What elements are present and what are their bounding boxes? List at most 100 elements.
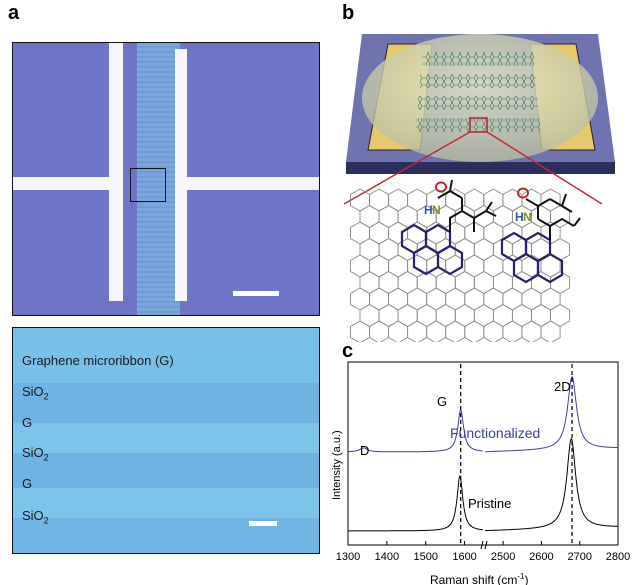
graphene-microribbon	[137, 43, 180, 315]
lattice-hexagon	[445, 287, 466, 311]
lattice-hexagon	[483, 221, 504, 245]
label-graphene-microribbon: Graphene microribbon (G)	[22, 353, 174, 368]
axis-break-mark	[484, 540, 488, 550]
x-axis-label: Raman shift (cm-1)	[430, 572, 528, 585]
axis-break-mark	[480, 540, 484, 550]
lattice-hexagon	[378, 303, 399, 328]
lattice-hexagon	[531, 270, 551, 295]
zoom-line-right	[486, 131, 603, 205]
lattice-hexagon	[483, 254, 504, 278]
plot-frame	[347, 361, 619, 546]
panel-letter-c: c	[342, 340, 354, 362]
zoom-region-box	[130, 168, 166, 202]
substrate-front	[346, 162, 615, 174]
electrode-left-horizontal	[13, 177, 123, 190]
pyrene-molecule	[500, 231, 564, 284]
lattice-hexagon	[350, 188, 370, 212]
lattice-hexagon	[388, 320, 409, 342]
lattice-hexagon	[531, 303, 551, 328]
peak-label-g: G	[437, 394, 447, 409]
zoomed-ribbons-image: Graphene microribbon (G) SiO2 G SiO2 G S…	[12, 327, 320, 554]
optical-micrograph	[12, 42, 320, 316]
raman-chart: 1300 1400 1500 1600 2500 2600 2700 2800 D G 2D …	[331, 361, 630, 585]
scale-bar	[249, 521, 277, 526]
lattice-hexagon	[388, 254, 409, 278]
label-g: G	[22, 476, 33, 491]
lattice-hexagon	[521, 320, 542, 342]
lattice-hexagon	[464, 287, 485, 311]
y-axis-label: Intensity (a.u.)	[331, 430, 343, 500]
side-chain	[525, 193, 581, 240]
lattice-hexagon	[502, 320, 523, 342]
lattice-hexagon	[416, 303, 437, 328]
lattice-hexagon	[483, 320, 504, 342]
x-tick-label: 2500	[491, 551, 515, 563]
panel-letter-b: b	[342, 2, 355, 24]
lattice-hexagon	[454, 303, 475, 328]
label-sio2: SiO2	[22, 508, 49, 526]
series-label-functionalized: Functionalized	[450, 425, 540, 441]
lattice-hexagon	[550, 303, 571, 328]
lattice-hexagon	[473, 237, 494, 262]
lattice-hexagon	[454, 270, 475, 295]
lattice-hexagon	[388, 287, 409, 311]
lattice-hexagon	[397, 270, 418, 295]
lattice-hexagon	[464, 188, 485, 212]
electrode-right-horizontal	[175, 177, 319, 190]
lattice-hexagon	[369, 287, 390, 311]
x-tick-label: 2700	[567, 551, 591, 563]
electrode-left-vertical	[109, 43, 123, 301]
graphene-strip	[422, 52, 534, 66]
series-label-pristine: Pristine	[468, 496, 511, 511]
lattice-hexagon	[511, 303, 532, 328]
scale-bar	[233, 291, 279, 296]
lattice-hexagon	[502, 188, 523, 212]
graphene-strip	[416, 118, 540, 132]
lattice-hexagon	[350, 221, 370, 245]
lattice-hexagon	[388, 221, 409, 245]
oxygen-atom	[435, 181, 447, 193]
x-tick-label: 2800	[606, 551, 630, 563]
lattice-hexagon	[378, 204, 399, 229]
nitrogen-label: N	[432, 203, 441, 217]
lattice-hexagon	[426, 287, 447, 311]
lattice-hexagon	[445, 320, 466, 342]
x-tick-label: 2600	[529, 551, 553, 563]
label-sio2: SiO2	[22, 445, 49, 463]
lattice-hexagon	[407, 320, 428, 342]
lattice-hexagon	[359, 204, 380, 229]
lattice-hexagon	[350, 287, 370, 311]
lattice-hexagon	[397, 303, 418, 328]
panel-letter-a: a	[8, 2, 20, 24]
x-tick-label: 1400	[375, 551, 399, 563]
lattice-hexagon	[531, 237, 551, 262]
lattice-hexagon	[378, 237, 399, 262]
graphene-strip	[418, 96, 538, 110]
lattice-hexagon	[359, 270, 380, 295]
lattice-hexagon	[369, 254, 390, 278]
lattice-hexagon	[350, 320, 370, 342]
lattice-hexagon	[369, 221, 390, 245]
series-line-functionalized	[348, 375, 618, 453]
lattice-hexagon	[350, 254, 370, 278]
hydrogen-label: H	[515, 210, 524, 224]
lattice-hexagon	[378, 270, 399, 295]
lattice-hexagon	[502, 287, 523, 311]
peak-label-d: D	[360, 443, 369, 458]
lattice-hexagon	[464, 320, 485, 342]
lattice-hexagon	[359, 303, 380, 328]
lattice-hexagon	[369, 188, 390, 212]
graphene-strip	[420, 74, 536, 88]
lattice-hexagon	[492, 204, 513, 229]
lattice-hexagon	[359, 237, 380, 262]
pyrene-molecule	[400, 223, 464, 276]
lattice-hexagon	[550, 270, 571, 295]
x-tick-label: 1300	[336, 551, 360, 563]
lattice-hexagon	[464, 254, 485, 278]
lattice-hexagon	[426, 254, 447, 278]
lattice-hexagon	[540, 320, 561, 342]
lattice-hexagon	[388, 188, 409, 212]
lattice-hexagon	[407, 221, 428, 245]
lattice-hexagon	[435, 303, 456, 328]
device-schematic: H N H N	[343, 34, 615, 342]
